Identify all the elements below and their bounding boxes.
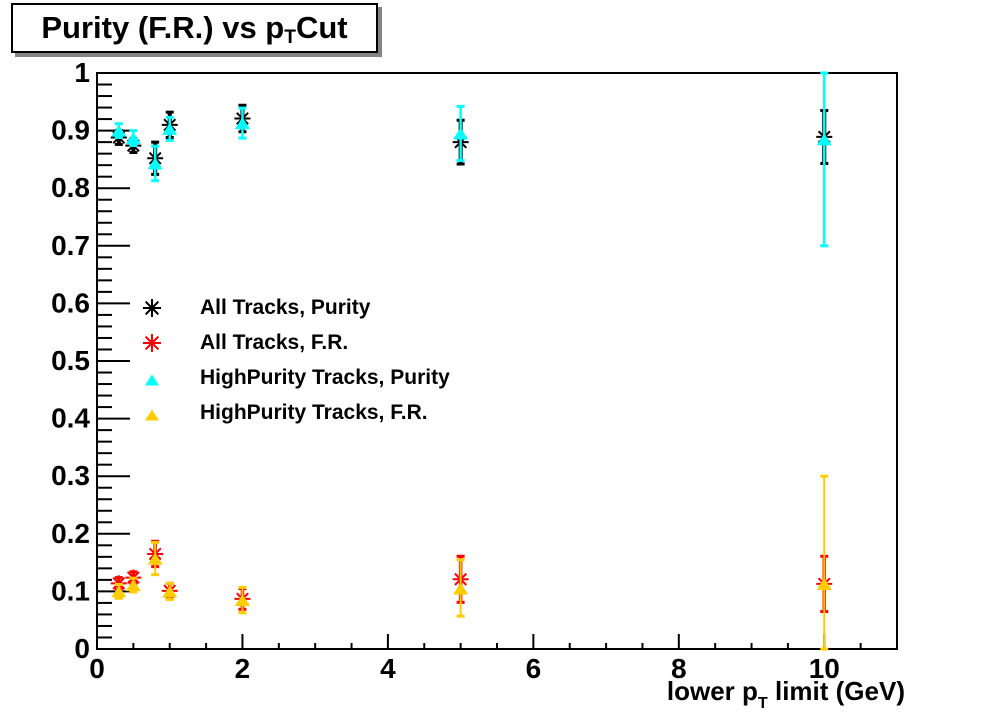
plot-title-subscript: T: [284, 26, 296, 48]
y-tick-label: 0.8: [51, 172, 90, 203]
legend-label: HighPurity Tracks, Purity: [200, 365, 450, 389]
y-tick-label: 0.4: [51, 403, 90, 434]
triangle-marker: [162, 122, 178, 135]
triangle-marker: [145, 409, 159, 420]
triangle-marker: [145, 374, 159, 385]
y-tick-label: 0.3: [51, 460, 90, 491]
x-tick-label: 2: [235, 653, 251, 684]
plot-title-text: Purity (F.R.) vs p: [41, 10, 285, 45]
triangle-marker-icon: [145, 374, 159, 385]
triangle-marker: [147, 157, 163, 170]
x-axis-title-text-end: limit (GeV): [767, 676, 905, 706]
y-tick-label: 0.1: [51, 575, 90, 606]
triangle-marker: [147, 552, 163, 565]
triangle-marker: [111, 585, 127, 598]
triangle-marker: [816, 577, 832, 590]
y-tick-label: 0.5: [51, 345, 90, 376]
series-highpurity-tracks-f-r-: [111, 474, 832, 651]
series-all-tracks-f-r-: [110, 539, 833, 614]
legend: All Tracks, Purity All Tracks, F.R. HighPu…: [139, 290, 450, 430]
legend-label: All Tracks, F.R.: [200, 330, 349, 354]
legend-label: HighPurity Tracks, F.R.: [200, 400, 428, 424]
triangle-marker: [125, 132, 141, 145]
legend-row: All Tracks, F.R.: [139, 325, 450, 360]
triangle-marker-icon: [145, 409, 159, 420]
x-axis-title-subscript: T: [757, 694, 768, 713]
asterisk-marker-icon: [143, 298, 161, 317]
triangle-marker: [111, 124, 127, 137]
triangle-marker: [816, 133, 832, 146]
y-tick-label: 0.6: [51, 287, 90, 318]
plot-title-text-end: Cut: [295, 10, 348, 45]
series-all-tracks-purity: [110, 103, 833, 176]
x-tick-label: 6: [526, 653, 542, 684]
triangle-marker: [234, 594, 250, 607]
triangle-marker: [162, 585, 178, 598]
x-axis-title: lower pT limit (GeV): [666, 676, 905, 712]
legend-row: HighPurity Tracks, Purity: [139, 360, 450, 395]
x-tick-label: 10: [809, 653, 840, 684]
y-tick-label: 0.7: [51, 230, 90, 261]
star-marker-line: [144, 335, 160, 350]
y-tick-label: 0: [74, 633, 90, 664]
asterisk-marker-icon: [143, 333, 161, 352]
x-axis-title-text: lower p: [666, 676, 758, 706]
legend-row: All Tracks, Purity: [139, 290, 450, 325]
triangle-marker: [234, 117, 250, 130]
y-tick-label: 1: [74, 57, 90, 88]
triangle-marker: [453, 582, 469, 595]
legend-row: HighPurity Tracks, F.R.: [139, 395, 450, 430]
series-highpurity-tracks-purity: [111, 71, 832, 248]
legend-label: All Tracks, Purity: [200, 295, 371, 319]
x-tick-label: 8: [671, 653, 687, 684]
star-marker-line: [144, 300, 160, 315]
x-tick-label: 4: [380, 653, 396, 684]
y-tick-label: 0.2: [51, 518, 90, 549]
triangle-marker: [453, 127, 469, 140]
x-tick-label: 0: [89, 653, 105, 684]
triangle-marker: [125, 579, 141, 592]
y-tick-label: 0.9: [51, 115, 90, 146]
